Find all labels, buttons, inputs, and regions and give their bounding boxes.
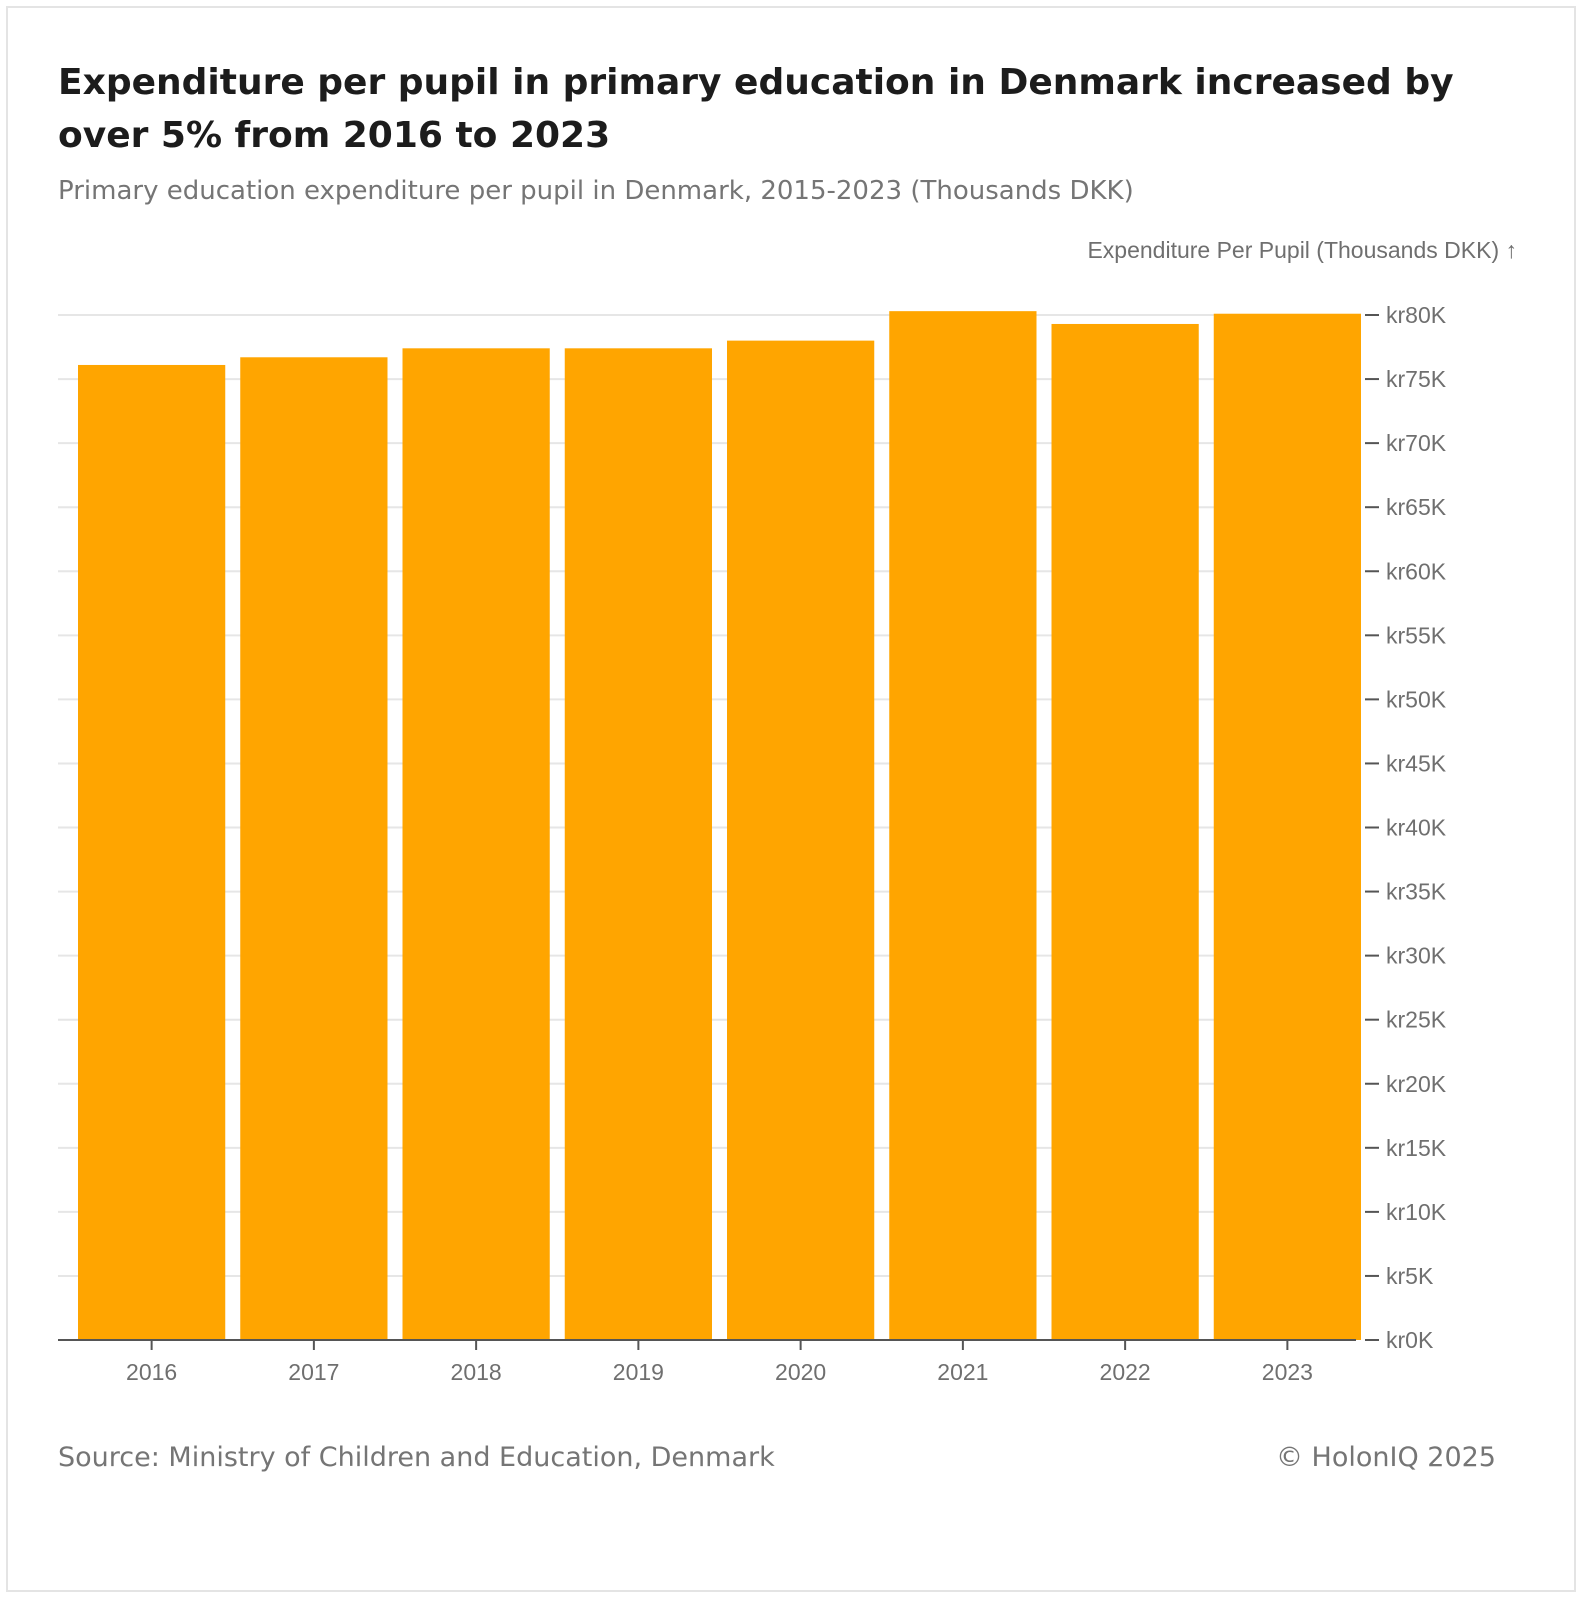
y-tick-label: kr20K [1386, 1071, 1447, 1097]
y-tick-label: kr50K [1386, 686, 1447, 712]
y-tick-label: kr40K [1386, 815, 1447, 841]
bar-2021 [889, 311, 1037, 1340]
bar-2017 [240, 357, 388, 1340]
y-axis-label: Expenditure Per Pupil (Thousands DKK) ↑ [1087, 237, 1517, 263]
bar-2018 [402, 348, 550, 1340]
x-tick-label: 2021 [937, 1359, 988, 1385]
x-tick-label: 2018 [451, 1359, 502, 1385]
y-tick-label: kr25K [1386, 1007, 1447, 1033]
y-axis: kr0K kr5K kr10K kr15K kr20K kr25K kr30K kr35K kr… [1365, 302, 1447, 1353]
chart-title: Expenditure per pupil in primary educati… [58, 62, 1454, 156]
x-tick-label: 2023 [1262, 1359, 1313, 1385]
y-tick-label: kr5K [1386, 1263, 1434, 1289]
y-tick-label: kr10K [1386, 1199, 1447, 1225]
y-tick-label: kr0K [1386, 1327, 1434, 1353]
y-tick-label: kr35K [1386, 879, 1447, 905]
bars [78, 311, 1361, 1340]
bar-2023 [1213, 313, 1361, 1340]
y-tick-label: kr45K [1386, 750, 1447, 776]
chart-subtitle: Primary education expenditure per pupil … [58, 176, 1134, 206]
bar-2016 [78, 364, 226, 1340]
bar-2020 [727, 340, 875, 1340]
y-tick-label: kr75K [1386, 366, 1447, 392]
source-note: Source: Ministry of Children and Educati… [58, 1442, 775, 1473]
y-tick-label: kr15K [1386, 1135, 1447, 1161]
x-tick-label: 2017 [288, 1359, 339, 1385]
y-tick-label: kr80K [1386, 302, 1447, 328]
x-axis: 2016 2017 2018 2019 2020 2021 2022 2023 [58, 1339, 1356, 1385]
bar-2022 [1051, 323, 1199, 1340]
y-tick-label: kr55K [1386, 622, 1447, 648]
y-tick-label: kr65K [1386, 494, 1447, 520]
y-tick-label: kr60K [1386, 558, 1447, 584]
y-tick-label: kr70K [1386, 430, 1447, 456]
x-tick-label: 2022 [1100, 1359, 1151, 1385]
bar-2019 [564, 348, 712, 1340]
copyright-credit: © HolonIQ 2025 [1275, 1442, 1496, 1473]
x-tick-label: 2019 [613, 1359, 664, 1385]
x-tick-label: 2016 [126, 1359, 177, 1385]
y-tick-label: kr30K [1386, 943, 1447, 969]
x-tick-label: 2020 [775, 1359, 826, 1385]
